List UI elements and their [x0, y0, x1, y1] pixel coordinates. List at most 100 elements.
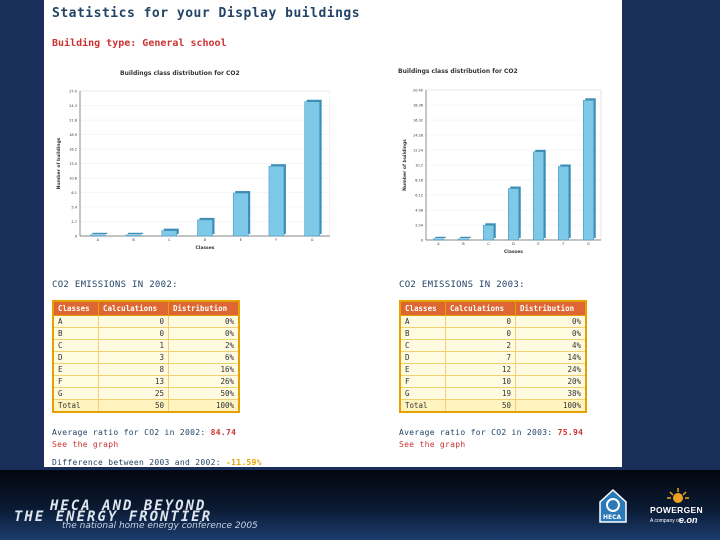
y-tick-label: 24.3: [69, 104, 77, 108]
emissions-2002-heading: CO2 EMISSIONS IN 2002:: [52, 280, 178, 290]
table-cell: F: [52, 375, 100, 388]
table-cell: 20%: [514, 375, 587, 388]
y-tick-label: 12.24: [413, 149, 424, 153]
table-row: G 25 50%: [52, 387, 240, 400]
table-header-classes: Classes: [399, 300, 447, 316]
table-cell: 8: [98, 363, 169, 376]
bar-shadow: [92, 232, 108, 234]
bar-shadow: [435, 236, 446, 238]
table-cell: 0%: [514, 327, 587, 340]
table-cell: 19: [445, 387, 516, 400]
y-tick-label: 18.9: [69, 133, 77, 137]
distribution-table-2003: Classes Calculations Distribution A 0 0% B 0 0%…: [399, 300, 587, 413]
x-tick-label: C: [168, 238, 171, 242]
table-cell: 24%: [514, 363, 587, 376]
bar-D: [508, 188, 519, 241]
emissions-2003-heading: CO2 EMISSIONS IN 2003:: [399, 280, 525, 290]
y-tick-label: 2.04: [415, 224, 424, 228]
table-cell: 50: [98, 399, 169, 413]
bar-F: [268, 165, 285, 237]
chart-title: Buildings class distribution for CO2: [398, 68, 518, 75]
table-cell: E: [52, 363, 100, 376]
y-tick-label: 5.4: [71, 206, 77, 210]
table-cell: 0%: [167, 315, 240, 328]
table-cell: 100%: [514, 399, 587, 413]
y-tick-label: 21.6: [69, 119, 77, 123]
table-cell: 2%: [167, 339, 240, 352]
table-cell: 13: [98, 375, 169, 388]
difference-value: -11.59%: [225, 458, 262, 467]
table-cell: 0: [98, 327, 169, 340]
y-tick-label: 14.28: [413, 134, 423, 138]
table-row: F 13 26%: [52, 375, 240, 388]
table-cell: F: [399, 375, 447, 388]
y-tick-label: 16.32: [413, 119, 423, 123]
table-cell: A: [52, 315, 100, 328]
bar-B: [125, 234, 142, 237]
y-tick-label: 2.7: [71, 220, 77, 224]
x-tick-label: D: [204, 238, 207, 242]
bar-A: [90, 234, 106, 237]
table-row: B 0 0%: [399, 327, 587, 340]
table-cell: 7: [445, 351, 516, 364]
table-cell: C: [52, 339, 100, 352]
table-row: A 0 0%: [399, 315, 587, 328]
table-row: D 3 6%: [52, 351, 240, 364]
table-cell: A: [399, 315, 447, 328]
chart-2003[interactable]: Buildings class distribution for CO2 0 2.…: [334, 62, 616, 254]
powergen-subtitle: A company of: [650, 518, 681, 524]
bar-G: [583, 100, 594, 241]
table-cell: 3: [98, 351, 169, 364]
footer-subtitle: the national home energy conference 2005: [62, 521, 258, 531]
table-row: F 10 20%: [399, 375, 587, 388]
table-header-classes: Classes: [52, 300, 100, 316]
browser-page: Statistics for your Display buildings Bu…: [44, 0, 622, 467]
table-cell: 50: [445, 399, 516, 413]
table-header-distribution: Distribution: [167, 300, 240, 316]
footer-title-line1: HECA AND BEYOND: [50, 498, 207, 514]
table-row: B 0 0%: [52, 327, 240, 340]
table-row: E 12 24%: [399, 363, 587, 376]
x-tick-label: G: [587, 242, 590, 246]
average-ratio-value: 84.74: [210, 428, 237, 437]
table-cell: E: [399, 363, 447, 376]
x-tick-label: C: [487, 242, 490, 246]
x-axis-label: Classes: [504, 249, 523, 254]
y-tick-label: 0: [75, 235, 77, 239]
bar-shadow: [128, 232, 144, 234]
heca-house-logo: [599, 488, 627, 523]
bar-F: [558, 166, 569, 241]
table-cell: 0: [98, 315, 169, 328]
bar-A: [433, 238, 444, 241]
x-tick-label: B: [132, 238, 135, 242]
table-cell: Total: [399, 399, 447, 413]
bar-C: [483, 225, 494, 241]
table-row: D 7 14%: [399, 351, 587, 364]
bar-D: [197, 219, 213, 237]
table-header-distribution: Distribution: [514, 300, 587, 316]
table-cell: 50%: [167, 387, 240, 400]
heca-logo-text: HECA: [603, 514, 622, 521]
table-row: C 2 4%: [399, 339, 587, 352]
table-total-row: Total 50 100%: [399, 399, 587, 413]
x-tick-label: A: [97, 238, 100, 242]
powergen-name: POWERGEN: [650, 505, 703, 515]
y-tick-label: 8.1: [71, 191, 77, 195]
table-cell: G: [52, 387, 100, 400]
bar-B: [458, 238, 469, 241]
bar-shadow: [460, 236, 471, 238]
see-graph-link-2002[interactable]: See the graph: [52, 440, 119, 449]
table-cell: 14%: [514, 351, 587, 364]
table-row: C 1 2%: [52, 339, 240, 352]
see-graph-link-2003[interactable]: See the graph: [399, 440, 466, 449]
x-tick-label: F: [562, 242, 564, 246]
table-cell: 12: [445, 363, 516, 376]
chart-2002[interactable]: Buildings class distribution for CO2 0 2.…: [50, 62, 330, 254]
y-tick-label: 8.16: [415, 179, 423, 183]
x-tick-label: E: [240, 238, 242, 242]
x-tick-label: A: [437, 242, 440, 246]
x-tick-label: E: [537, 242, 539, 246]
table-cell: 1: [98, 339, 169, 352]
x-tick-label: D: [512, 242, 515, 246]
y-tick-label: 16.2: [69, 148, 77, 152]
